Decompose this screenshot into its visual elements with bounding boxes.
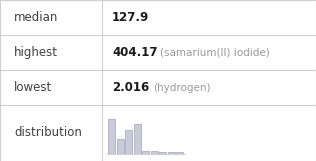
- Bar: [150, 151, 157, 154]
- Text: (hydrogen): (hydrogen): [153, 82, 210, 93]
- Bar: [108, 119, 115, 154]
- Bar: [125, 130, 132, 154]
- Bar: [142, 151, 149, 154]
- Text: highest: highest: [14, 46, 58, 59]
- Bar: [159, 152, 166, 154]
- Bar: [167, 152, 174, 154]
- Text: 404.17: 404.17: [112, 46, 157, 59]
- Bar: [133, 124, 141, 154]
- Text: (samarium(II) iodide): (samarium(II) iodide): [160, 47, 270, 57]
- Text: lowest: lowest: [14, 81, 52, 94]
- Text: median: median: [14, 11, 58, 24]
- Bar: [117, 139, 124, 154]
- Text: 2.016: 2.016: [112, 81, 149, 94]
- Bar: [176, 152, 183, 154]
- Text: 127.9: 127.9: [112, 11, 149, 24]
- Text: distribution: distribution: [14, 127, 82, 139]
